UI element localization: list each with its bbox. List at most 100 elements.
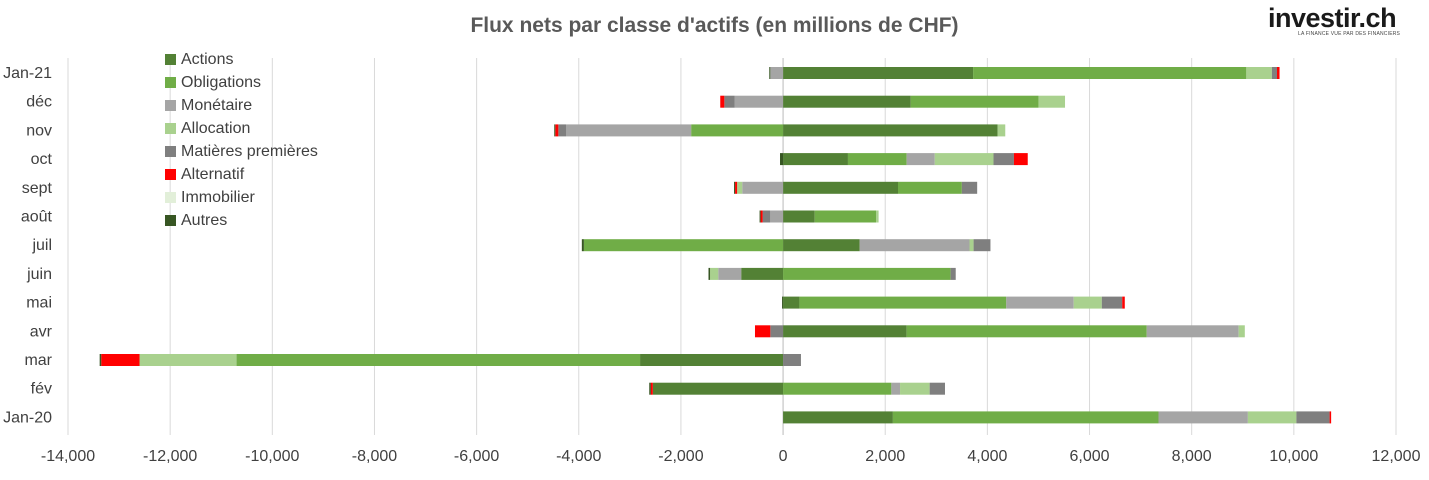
- legend-swatch: [165, 123, 176, 134]
- bar-segment: [783, 95, 911, 108]
- bar-segment: [640, 354, 784, 366]
- bar-segment: [783, 153, 848, 166]
- chart-title: Flux nets par classe d'actifs (en millio…: [470, 14, 959, 37]
- bar-segment: [1271, 67, 1277, 79]
- bar-segment: [783, 67, 974, 79]
- bar-segment: [554, 124, 556, 137]
- y-category-label: Jan-20: [3, 409, 52, 426]
- y-category-label: nov: [26, 122, 52, 139]
- bar-segment: [769, 67, 771, 79]
- y-category-label: Jan-21: [3, 65, 52, 82]
- legend-label: Monétaire: [181, 96, 253, 114]
- legend-swatch: [165, 100, 176, 111]
- bar-segment: [720, 95, 725, 108]
- legend-label: Immobilier: [181, 188, 255, 206]
- bar-segment: [754, 325, 771, 338]
- bar-segment: [900, 382, 930, 395]
- y-category-label: juil: [31, 237, 52, 254]
- x-tick-label: 4,000: [967, 448, 1007, 465]
- bar-segment: [737, 181, 743, 194]
- legend-swatch: [165, 146, 176, 157]
- bar-segment: [742, 181, 784, 194]
- bar-segment: [891, 382, 901, 395]
- bar-segment: [236, 354, 641, 366]
- x-tick-label: -14,000: [41, 448, 95, 465]
- bar-segment: [581, 239, 584, 252]
- bar-segment: [783, 411, 893, 424]
- bar-segment: [783, 267, 951, 280]
- bar-segment: [1238, 325, 1245, 338]
- bar-segment: [691, 124, 784, 137]
- x-tick-label: -8,000: [352, 448, 397, 465]
- bar-segment: [652, 382, 784, 395]
- bar-segment: [997, 124, 1006, 137]
- bar-segment: [708, 267, 711, 280]
- bar-segment: [934, 153, 994, 166]
- bar-segment: [735, 181, 738, 194]
- bar-segment: [734, 181, 736, 194]
- legend-item: Allocation: [165, 117, 318, 140]
- bar-segment: [783, 239, 860, 252]
- bar-segment: [973, 239, 991, 252]
- legend-swatch: [165, 169, 176, 180]
- bar-segment: [1296, 411, 1330, 424]
- bar-segment: [1122, 296, 1125, 309]
- x-tick-label: -2,000: [658, 448, 703, 465]
- x-tick-label: 8,000: [1172, 448, 1212, 465]
- bar-segment: [566, 124, 692, 137]
- legend-label: Matières premières: [181, 142, 318, 160]
- x-tick-label: -4,000: [556, 448, 601, 465]
- bar-segment: [969, 239, 974, 252]
- legend-item: Autres: [165, 209, 318, 232]
- legend-swatch: [165, 77, 176, 88]
- bar-segment: [783, 354, 801, 366]
- chart-legend: Actions Obligations Monétaire Allocation Mat…: [165, 48, 318, 232]
- bar-segment: [783, 325, 907, 338]
- legend-label: Actions: [181, 50, 234, 68]
- bar-segment: [783, 124, 998, 137]
- bar-segment: [741, 267, 784, 280]
- legend-swatch: [165, 215, 176, 226]
- legend-item: Actions: [165, 48, 318, 71]
- bar-segment: [898, 181, 962, 194]
- bar-segment: [892, 411, 1159, 424]
- bar-segment: [799, 296, 1007, 309]
- y-category-label: fév: [31, 381, 52, 398]
- bar-segment: [783, 210, 815, 223]
- bar-segment: [760, 210, 763, 223]
- bar-segment: [783, 296, 800, 309]
- legend-label: Alternatif: [181, 165, 245, 183]
- bar-segment: [1146, 325, 1239, 338]
- logo-tagline: LA FINANCE VUE PAR DES FINANCIERS: [1298, 31, 1401, 37]
- y-category-label: déc: [26, 94, 52, 111]
- bar-segment: [1038, 95, 1066, 108]
- legend-swatch: [165, 192, 176, 203]
- bar-segment: [101, 354, 140, 366]
- x-tick-label: 6,000: [1070, 448, 1110, 465]
- bar-segment: [1276, 67, 1280, 79]
- bar-segment: [1101, 296, 1123, 309]
- bar-segment: [759, 210, 761, 223]
- legend-item: Alternatif: [165, 163, 318, 186]
- legend-item: Obligations: [165, 71, 318, 94]
- x-tick-label: 2,000: [865, 448, 905, 465]
- bar-segment: [859, 239, 970, 252]
- bar-segment: [1246, 67, 1272, 79]
- bar-segment: [558, 124, 566, 137]
- legend-item: Matières premières: [165, 140, 318, 163]
- y-category-label: mar: [24, 352, 52, 369]
- legend-label: Autres: [181, 211, 228, 229]
- y-category-label: août: [21, 209, 53, 226]
- bar-segment: [139, 354, 237, 366]
- logo-text: investir.ch: [1268, 3, 1397, 33]
- bar-segment: [99, 354, 102, 366]
- bar-segment: [847, 153, 907, 166]
- bar-segment: [649, 382, 651, 395]
- bar-segment: [1013, 153, 1028, 166]
- bar-segment: [929, 382, 945, 395]
- bar-segment: [770, 67, 784, 79]
- investir-logo: investir.ch LA FINANCE VUE PAR DES FINAN…: [1268, 2, 1428, 37]
- bar-segment: [1247, 411, 1297, 424]
- bar-segment: [906, 325, 1147, 338]
